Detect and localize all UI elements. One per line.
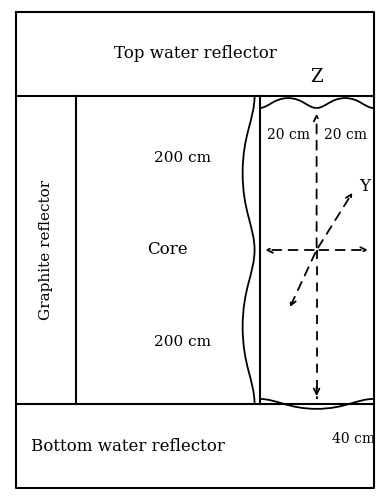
Text: Top water reflector: Top water reflector	[113, 46, 276, 62]
Text: 200 cm: 200 cm	[154, 335, 211, 349]
Text: 40 cm: 40 cm	[332, 432, 376, 446]
Text: 20 cm: 20 cm	[267, 128, 310, 142]
Text: Core: Core	[147, 242, 188, 258]
Text: Bottom water reflector: Bottom water reflector	[31, 438, 225, 454]
Text: Y: Y	[359, 178, 370, 196]
Text: 200 cm: 200 cm	[154, 151, 211, 165]
Text: Z: Z	[310, 68, 323, 86]
Text: 20 cm: 20 cm	[323, 128, 367, 142]
Text: Graphite reflector: Graphite reflector	[39, 180, 53, 320]
